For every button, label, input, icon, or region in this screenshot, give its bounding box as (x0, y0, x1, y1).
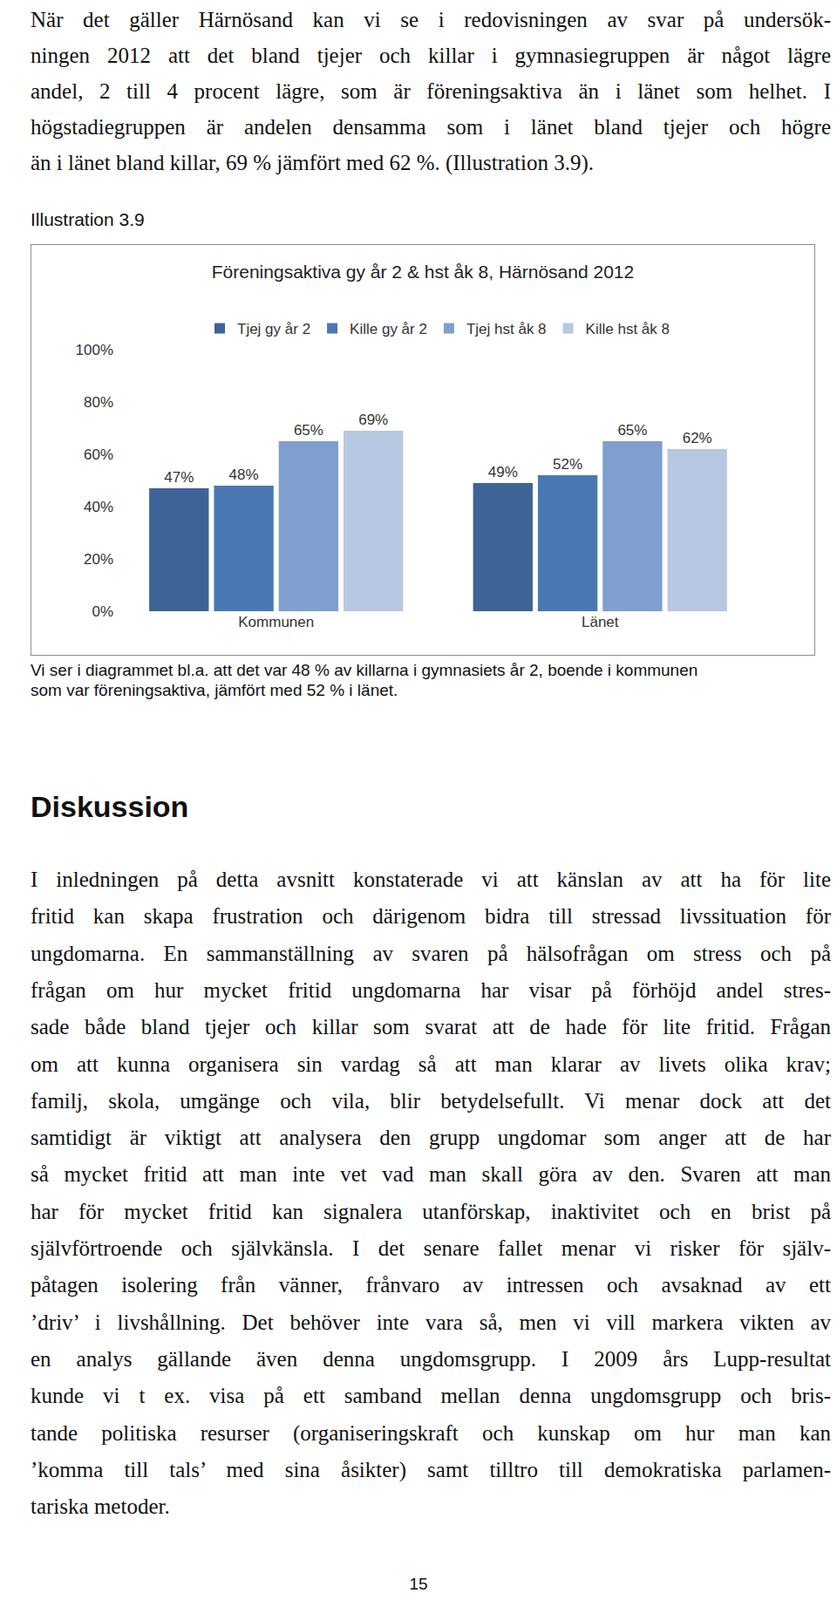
html-text:än i länet bland killar, 69 %: än i länet bland killar, 69 % jämfört me… (30, 150, 594, 175)
svg-text:Tjej gy år 2: Tjej gy år 2 (237, 320, 311, 338)
svg-text:100%: 100% (75, 341, 114, 359)
html-text:kunde vi t ex. visa på ett sam: kunde vi t ex. visa på ett samband mella… (30, 1383, 831, 1408)
html-text:ungdomarna. En sammanställning: ungdomarna. En sammanställning av svaren… (30, 941, 831, 965)
svg-text:62%: 62% (682, 429, 713, 447)
svg-text:48%: 48% (229, 466, 259, 484)
html-text:så mycket fritid att man inte: så mycket fritid att man inte vet vad ma… (30, 1162, 831, 1187)
svg-text:52%: 52% (552, 455, 583, 473)
html-text:har för mycket fritid kan sign: har för mycket fritid kan signalera utan… (30, 1199, 831, 1223)
svg-text:Kommunen: Kommunen (238, 613, 314, 631)
html-text:’komma till tals’ med sina åsi: ’komma till tals’ med sina åsikter) samt… (30, 1457, 831, 1482)
html-text:15: 15 (409, 1574, 428, 1593)
html-text:Diskussion: Diskussion (30, 789, 189, 824)
html-text:’driv’ i livshållning. Det beh: ’driv’ i livshållning. Det behöver inte … (30, 1310, 831, 1334)
html-text:andel, 2 till 4 procent lägre,: andel, 2 till 4 procent lägre, som är fö… (30, 79, 831, 103)
html-text:som var föreningsaktiva, jämfö: som var föreningsaktiva, jämfört med 52 … (30, 680, 398, 700)
html-text:påtagen isolering från vänner,: påtagen isolering från vänner, frånvaro … (30, 1273, 831, 1297)
html-text:familj, skola, umgänge och vil: familj, skola, umgänge och vila, blir be… (30, 1088, 831, 1113)
html-text:Illustration 3.9: Illustration 3.9 (30, 209, 145, 230)
html-text:en analys gällande även denna: en analys gällande även denna ungdomsgru… (30, 1346, 831, 1371)
svg-text:65%: 65% (293, 421, 324, 439)
html-text:I inledningen på detta avsnitt: I inledningen på detta avsnitt konstater… (30, 867, 831, 892)
svg-text:Föreningsaktiva gy år 2 & hst: Föreningsaktiva gy år 2 & hst åk 8, Härn… (211, 261, 634, 282)
svg-text:Länet: Länet (581, 613, 620, 631)
svg-text:60%: 60% (83, 446, 114, 463)
html-text:fritid kan skapa frustration o: fritid kan skapa frustration och därigen… (30, 904, 831, 928)
html-text:Vi ser i diagrammet bl.a. att: Vi ser i diagrammet bl.a. att det var 48… (30, 660, 698, 680)
svg-text:Kille hst åk 8: Kille hst åk 8 (585, 320, 670, 338)
svg-text:40%: 40% (83, 498, 114, 516)
html-text:tande politiska resurser (orga: tande politiska resurser (organiseringsk… (30, 1420, 831, 1445)
svg-text:47%: 47% (163, 469, 194, 486)
html-text:högstadiegruppen är andelen de: högstadiegruppen är andelen densamma som… (30, 115, 831, 139)
svg-text:69%: 69% (358, 411, 388, 429)
svg-text:Kille gy år 2: Kille gy år 2 (349, 320, 428, 338)
html-text:ningen 2012 att det bland tjej: ningen 2012 att det bland tjejer och kil… (30, 43, 831, 68)
svg-text:0%: 0% (91, 603, 114, 620)
html-text:tariska metoder.: tariska metoder. (30, 1494, 170, 1519)
svg-text:20%: 20% (83, 551, 114, 568)
svg-text:49%: 49% (488, 463, 518, 481)
svg-text:80%: 80% (83, 394, 114, 411)
svg-text:Tjej hst åk 8: Tjej hst åk 8 (466, 320, 547, 338)
html-text:samtidigt är viktigt att analy: samtidigt är viktigt att analysera den g… (30, 1125, 831, 1150)
html-text:När det gäller Härnösand kan v: När det gäller Härnösand kan vi se i red… (30, 7, 831, 32)
html-text:sade både bland tjejer och kil: sade både bland tjejer och killar som sv… (30, 1015, 831, 1039)
svg-text:65%: 65% (617, 421, 647, 439)
html-text:frågan om hur mycket fritid un: frågan om hur mycket fritid ungdomarna h… (30, 978, 831, 1002)
html-text:om att kunna organisera sin va: om att kunna organisera sin vardag så at… (30, 1051, 831, 1076)
html-text:självförtroende och självkänsl: självförtroende och självkänsla. I det s… (30, 1236, 831, 1260)
